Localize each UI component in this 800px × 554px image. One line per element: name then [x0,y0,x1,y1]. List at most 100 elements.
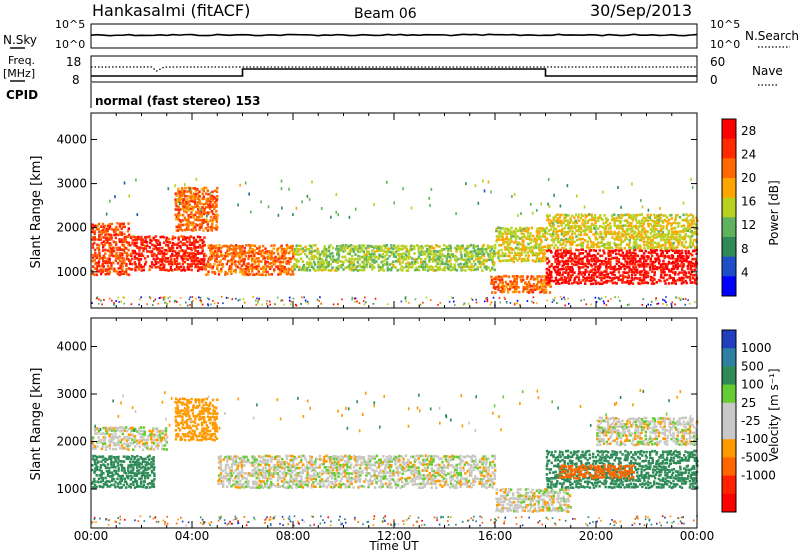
data-cell [251,472,254,476]
data-cell [651,225,654,228]
data-cell [488,255,492,259]
data-cell [581,214,584,218]
data-cell [102,463,105,466]
data-cell [517,251,520,255]
data-cell [620,262,623,266]
data-cell [470,255,473,258]
data-cell [605,221,608,224]
data-cell [253,471,256,475]
data-cell [112,240,116,244]
data-cell [186,251,189,255]
data-cell [98,230,101,234]
noise-cell [281,299,284,302]
data-cell [674,230,677,233]
data-cell [586,276,589,280]
data-cell [239,250,242,253]
data-cell [152,435,156,439]
data-cell [194,421,197,424]
data-cell [206,433,210,436]
data-cell [222,476,225,480]
data-cell [209,265,212,269]
data-cell [215,254,219,257]
data-cell [143,477,147,480]
data-cell [174,262,177,266]
data-cell [573,252,576,256]
data-cell [135,241,139,245]
data-cell [108,227,111,230]
data-cell [318,255,321,258]
data-cell [241,244,244,248]
data-cell [122,222,125,226]
data-cell [230,262,234,266]
data-cell [557,240,560,244]
data-cell [201,423,204,427]
data-cell [187,218,190,222]
data-cell [499,230,502,233]
data-cell [548,276,551,280]
data-cell [159,263,162,267]
data-cell [373,261,376,264]
data-cell [483,265,486,269]
noise-cell [258,297,260,300]
data-cell [196,257,199,260]
data-cell [264,273,267,277]
data-cell [297,253,300,256]
sparse-cell [188,187,191,191]
noise-cell [123,296,125,299]
data-cell [167,241,171,244]
data-cell [175,217,178,221]
data-cell [682,264,685,268]
data-cell [497,254,500,258]
data-cell [471,254,475,258]
data-cell [314,269,317,272]
data-cell [615,235,618,238]
data-cell [194,223,198,226]
data-cell [663,238,666,242]
data-cell [281,260,284,264]
sparse-cell [455,212,457,216]
data-cell [567,257,570,260]
data-cell [243,258,246,261]
data-cell [194,228,197,232]
data-cell [611,249,614,253]
data-cell [362,263,366,266]
data-cell [104,466,108,470]
data-cell [611,232,614,236]
data-cell [508,251,511,254]
data-cell [181,433,185,436]
data-cell [628,260,631,263]
data-cell [266,460,270,463]
data-cell [558,273,561,277]
data-cell [473,260,476,263]
data-cell [651,230,654,233]
data-cell [563,219,566,222]
noise-cell [647,303,649,306]
data-cell [508,287,512,291]
data-cell [262,251,265,255]
data-cell [295,247,298,250]
data-cell [257,268,260,271]
data-cell [178,250,181,253]
data-cell [270,472,273,475]
data-cell [538,237,541,241]
data-cell [334,269,337,272]
data-cell [487,258,491,262]
noise-cell [186,304,189,307]
data-cell [492,252,495,255]
noise-cell [642,298,645,301]
data-cell [389,268,393,272]
data-cell [676,249,679,253]
data-cell [154,445,158,448]
data-cell [196,240,200,244]
data-cell [497,283,500,286]
data-cell [628,262,631,265]
data-cell [198,267,201,271]
noise-cell [269,303,271,306]
data-cell [114,443,117,447]
data-cell [617,260,621,264]
data-cell [115,246,118,250]
data-cell [691,249,695,253]
data-cell [477,250,480,254]
data-cell [556,270,559,274]
data-cell [114,469,117,473]
